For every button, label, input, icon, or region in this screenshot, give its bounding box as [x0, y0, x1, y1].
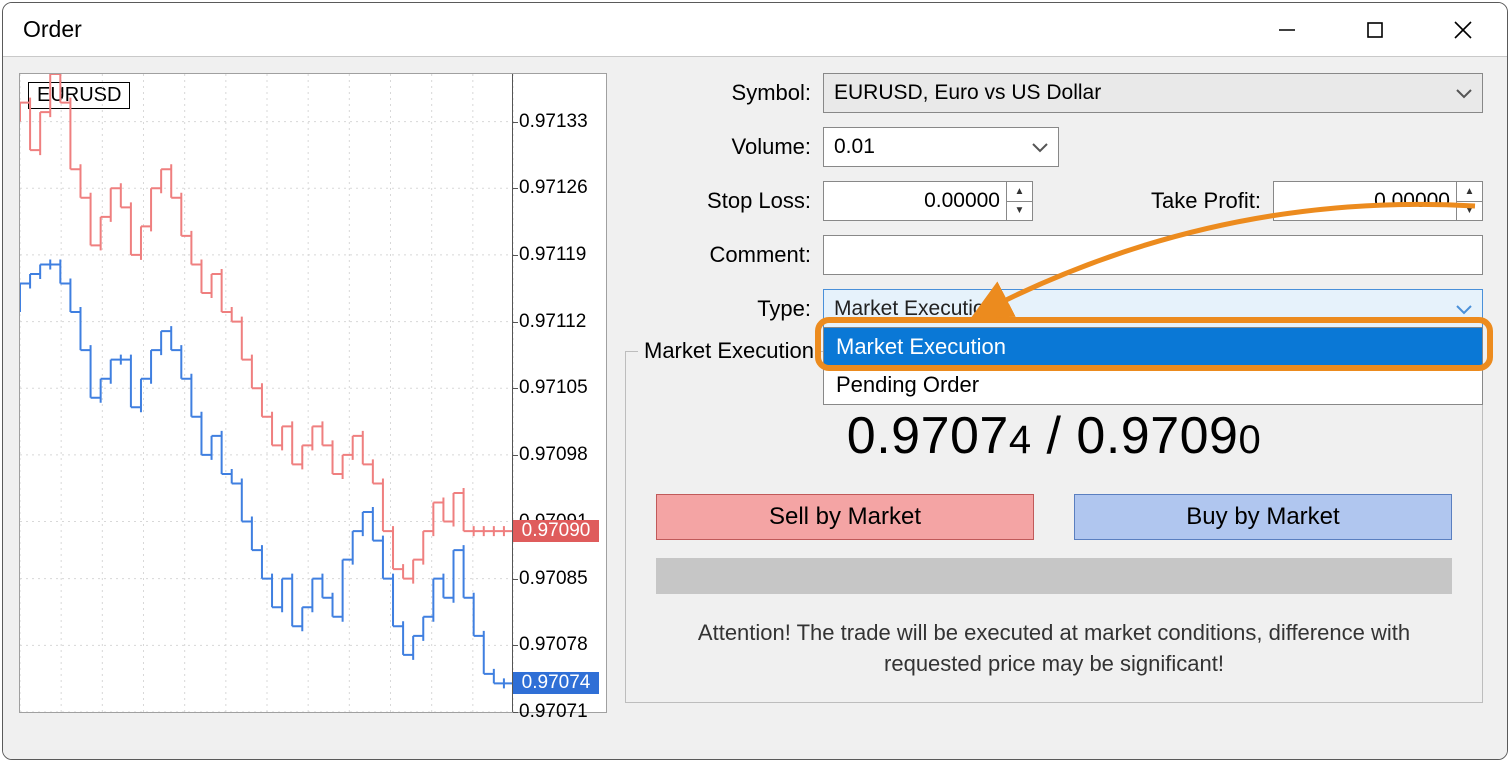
attention-text: Attention! The trade will be executed at… [656, 618, 1452, 680]
stoploss-input[interactable]: 0.00000 ▲▼ [823, 181, 1033, 221]
order-window: Order EURUSD 0.971330.971260.971190.9711… [2, 2, 1508, 760]
chart-y-axis: 0.971330.971260.971190.971120.971050.970… [512, 74, 606, 712]
takeprofit-value: 0.00000 [1274, 189, 1456, 213]
stepper-down-icon[interactable]: ▼ [1457, 202, 1482, 221]
chevron-down-icon [1032, 135, 1048, 159]
symbol-value: EURUSD, Euro vs US Dollar [834, 81, 1101, 105]
status-bar [656, 558, 1452, 594]
maximize-button[interactable] [1331, 3, 1419, 57]
buy-by-market-button[interactable]: Buy by Market [1074, 494, 1452, 540]
price-quote: 0.97074 / 0.97090 [656, 406, 1452, 466]
type-dropdown-list: Market Execution Pending Order [823, 327, 1483, 405]
type-label: Type: [625, 296, 811, 322]
type-option-market-execution[interactable]: Market Execution [824, 328, 1482, 366]
stoploss-stepper[interactable]: ▲▼ [1006, 182, 1032, 220]
titlebar: Order [3, 3, 1507, 57]
stepper-up-icon[interactable]: ▲ [1007, 182, 1032, 202]
window-title: Order [23, 16, 1243, 43]
sell-by-market-button[interactable]: Sell by Market [656, 494, 1034, 540]
price-chart: EURUSD 0.971330.971260.971190.971120.971… [19, 73, 607, 713]
volume-label: Volume: [625, 134, 811, 160]
chevron-down-icon [1456, 81, 1472, 105]
symbol-dropdown[interactable]: EURUSD, Euro vs US Dollar [823, 73, 1483, 113]
volume-dropdown[interactable]: 0.01 [823, 127, 1059, 167]
takeprofit-stepper[interactable]: ▲▼ [1456, 182, 1482, 220]
stepper-down-icon[interactable]: ▼ [1007, 202, 1032, 221]
stepper-up-icon[interactable]: ▲ [1457, 182, 1482, 202]
symbol-label: Symbol: [625, 80, 811, 106]
stoploss-value: 0.00000 [824, 189, 1006, 213]
type-option-pending-order[interactable]: Pending Order [824, 366, 1482, 404]
volume-value: 0.01 [834, 135, 875, 159]
stoploss-label: Stop Loss: [625, 188, 811, 214]
takeprofit-label: Take Profit: [1151, 188, 1261, 214]
group-legend: Market Execution [638, 338, 820, 364]
type-dropdown[interactable]: Market Execution [823, 289, 1483, 329]
comment-label: Comment: [625, 242, 811, 268]
chart-plot-area [20, 74, 514, 712]
minimize-button[interactable] [1243, 3, 1331, 57]
close-button[interactable] [1419, 3, 1507, 57]
type-value: Market Execution [834, 297, 996, 321]
chevron-down-icon [1456, 297, 1472, 321]
takeprofit-input[interactable]: 0.00000 ▲▼ [1273, 181, 1483, 221]
comment-input[interactable] [823, 235, 1483, 275]
